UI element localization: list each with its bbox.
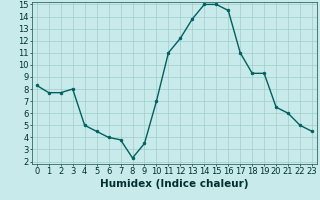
X-axis label: Humidex (Indice chaleur): Humidex (Indice chaleur) [100,179,249,189]
